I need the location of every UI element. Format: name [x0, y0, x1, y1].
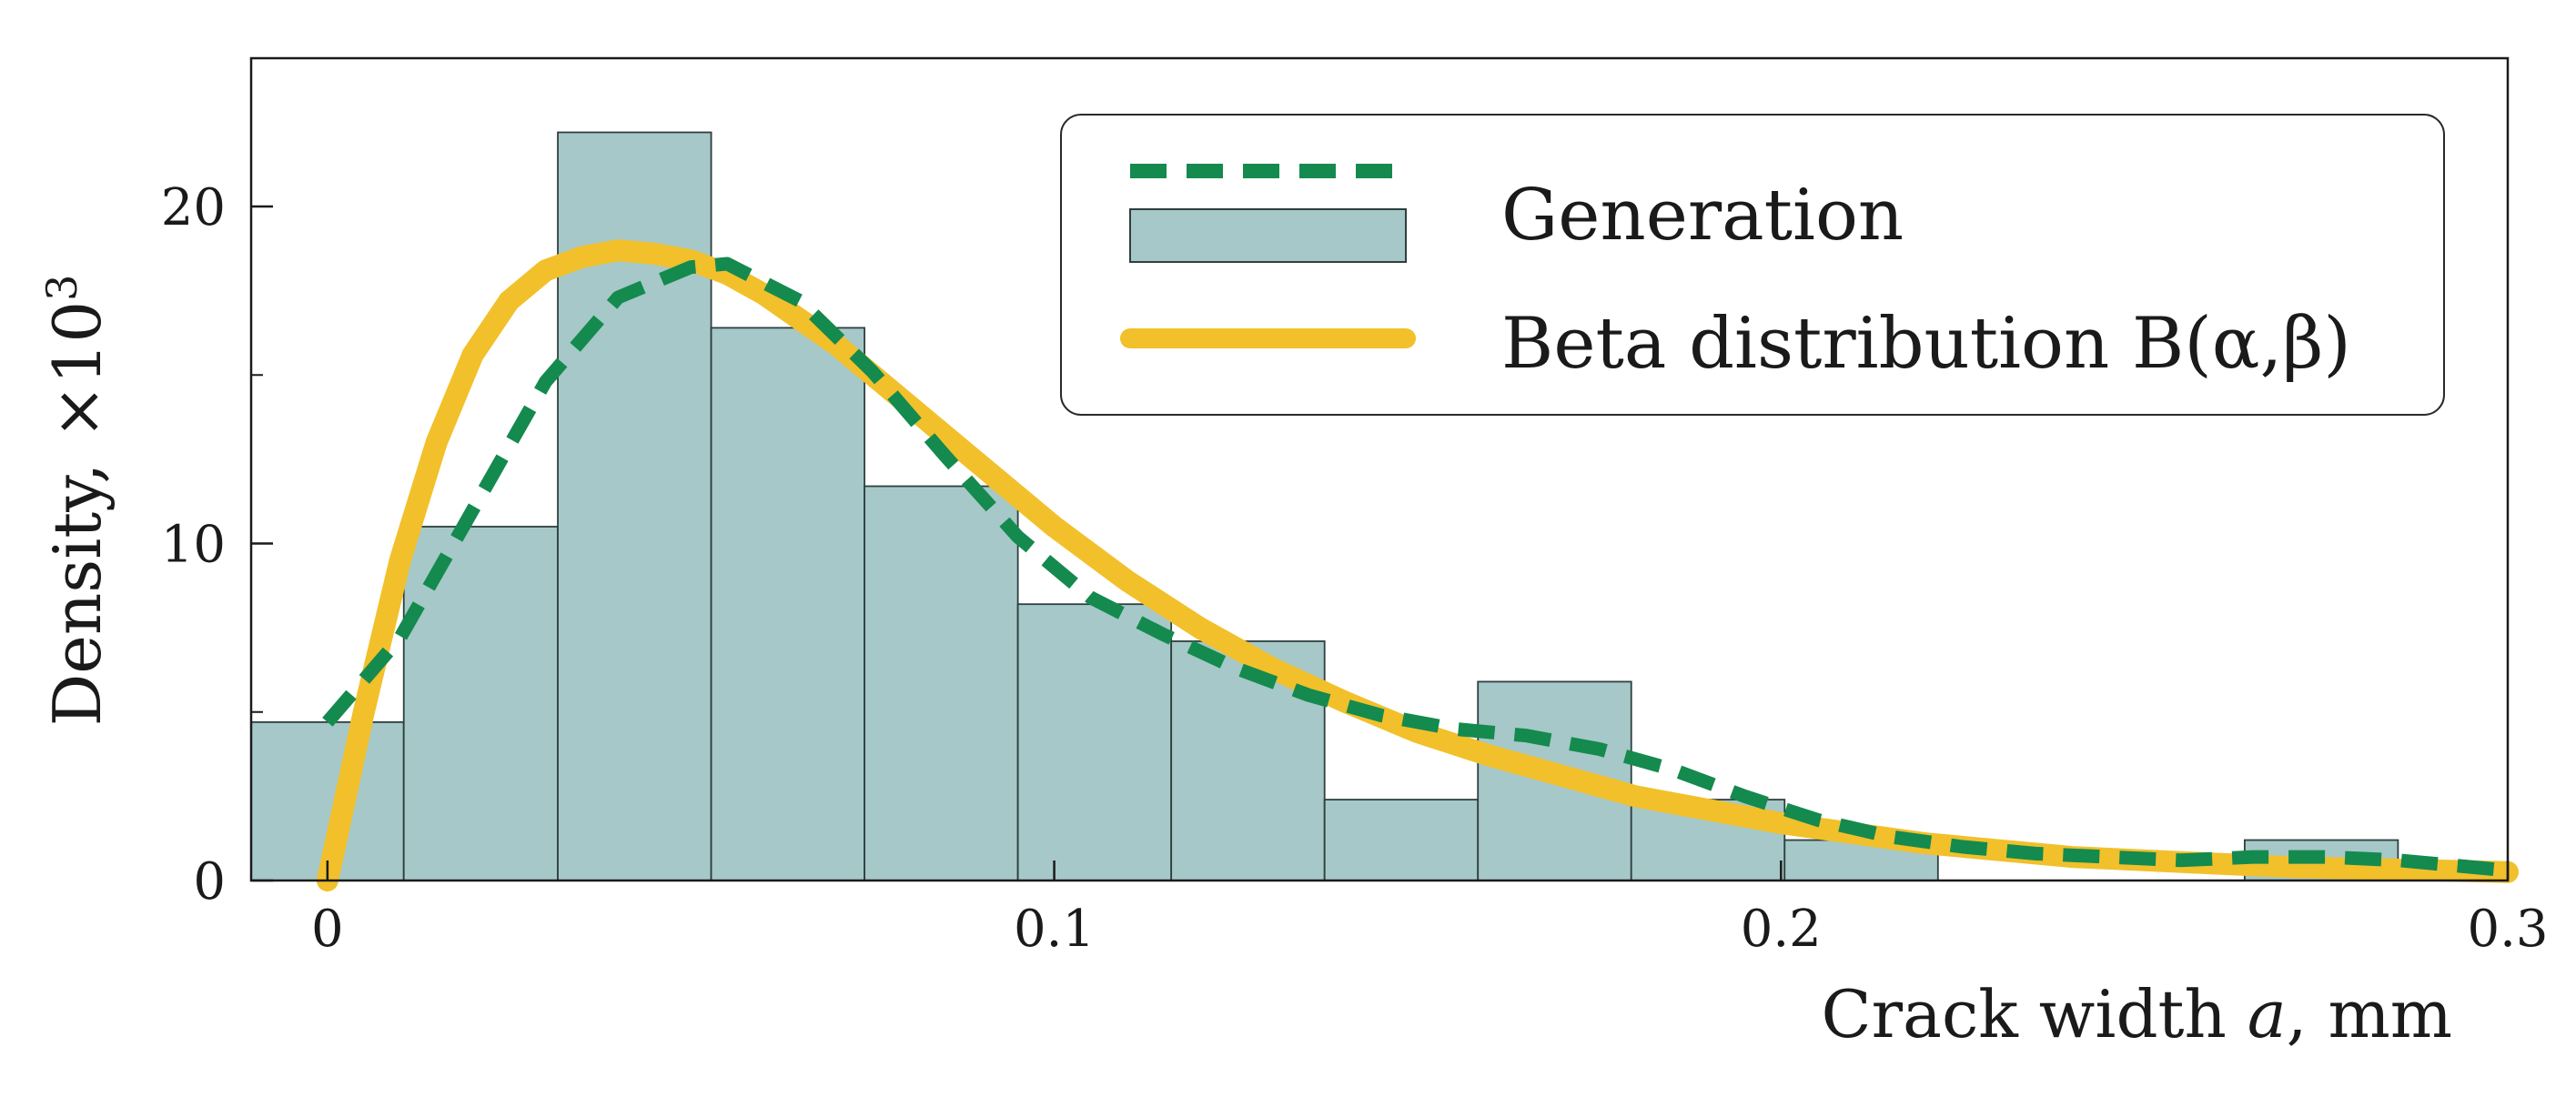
- histogram-bar-5: [1016, 603, 1173, 881]
- y-tick-label-2: 20: [161, 178, 226, 237]
- x-tick-label-3: 0.3: [2467, 900, 2548, 959]
- plot-frame: [249, 56, 2510, 882]
- y-axis-title: Density,×103: [37, 275, 116, 727]
- histogram-bar-7: [1323, 799, 1480, 881]
- y-tick-label-0: 0: [193, 852, 226, 911]
- legend-generation-label: Generation: [1501, 175, 1904, 257]
- legend-generation-bar-sample: [1129, 208, 1407, 263]
- histogram-bar-3: [710, 327, 866, 881]
- y-tick-label-1: 10: [161, 516, 226, 575]
- x-axis-title: Crack width a, mm: [1822, 976, 2452, 1052]
- x-tick-label-1: 0.1: [1014, 900, 1095, 959]
- series-lines: [316, 239, 2519, 891]
- histogram-bars: [250, 131, 2399, 881]
- x-tick-label-0: 0: [311, 900, 344, 959]
- histogram-bar-4: [864, 485, 1019, 881]
- generation-density-curve: [322, 257, 2509, 878]
- x-tick-label-2: 0.2: [1741, 900, 1822, 959]
- axis-ticks: 0 0.1 0.2 0.3 0 10 20: [161, 178, 2549, 959]
- legend: Generation Beta distribution B(α,β): [1060, 114, 2445, 416]
- legend-beta-label: Beta distribution B(α,β): [1501, 303, 2351, 385]
